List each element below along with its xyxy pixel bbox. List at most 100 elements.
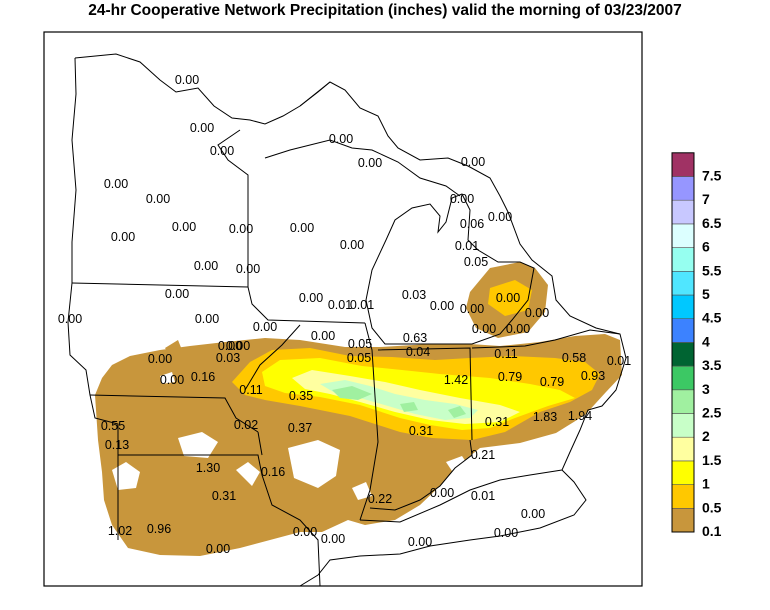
station-value: 0.00	[165, 287, 189, 301]
legend-label: 0.5	[702, 499, 722, 515]
station-value: 0.00	[195, 312, 219, 326]
legend-swatch	[671, 270, 695, 296]
michigan-outline	[365, 193, 535, 345]
station-value: 0.00	[146, 192, 170, 206]
station-value: 0.00	[521, 507, 545, 521]
station-value: 0.00	[299, 291, 323, 305]
legend-label: 3.5	[702, 357, 722, 373]
station-value: 0.21	[471, 448, 495, 462]
station-value: 0.00	[226, 339, 250, 353]
station-value: 0.79	[498, 370, 522, 384]
station-value: 0.31	[212, 489, 236, 503]
map-title: 24-hr Cooperative Network Precipitation …	[88, 2, 682, 19]
station-value: 0.00	[472, 322, 496, 336]
legend-label: 5	[702, 286, 710, 302]
station-value: 0.03	[402, 288, 426, 302]
legend-label: 6	[702, 239, 710, 255]
station-value: 0.00	[229, 222, 253, 236]
legend-label: 3	[702, 381, 710, 397]
station-value: 0.06	[460, 217, 484, 231]
station-value: 0.00	[430, 299, 454, 313]
station-value: 0.55	[101, 419, 125, 433]
station-value: 1.42	[444, 373, 468, 387]
precip-hole	[178, 432, 218, 458]
station-value: 0.00	[253, 320, 277, 334]
station-value: 0.00	[148, 352, 172, 366]
station-value: 0.00	[488, 210, 512, 224]
legend-label: 0.1	[702, 523, 722, 539]
station-value: 0.05	[464, 255, 488, 269]
legend-label: 1	[702, 476, 710, 492]
legend-label: 4	[702, 333, 710, 349]
station-value: 0.22	[368, 492, 392, 506]
station-value: 0.37	[288, 421, 312, 435]
station-value: 0.00	[311, 329, 335, 343]
legend-label: 4.5	[702, 310, 722, 326]
legend-label: 2.5	[702, 405, 722, 421]
legend-swatch	[671, 199, 695, 225]
legend-swatch	[671, 176, 695, 201]
station-value: 0.96	[147, 522, 171, 536]
legend-swatch	[671, 507, 695, 533]
legend-swatch	[671, 460, 695, 485]
station-value: 0.35	[289, 389, 313, 403]
station-value: 0.00	[506, 322, 530, 336]
station-value: 0.00	[58, 312, 82, 326]
legend-swatch	[671, 413, 695, 438]
legend-label: 2	[702, 428, 710, 444]
station-value: 0.00	[111, 230, 135, 244]
station-value: 0.11	[494, 347, 517, 361]
station-value: 0.00	[175, 73, 199, 87]
legend-swatch	[671, 389, 695, 414]
legend-swatch	[671, 436, 695, 462]
station-value: 0.00	[194, 259, 218, 273]
station-value: 0.16	[191, 370, 215, 384]
legend-swatch	[671, 365, 695, 391]
station-value: 0.05	[347, 351, 371, 365]
station-value: 0.00	[290, 221, 314, 235]
station-value: 0.00	[430, 486, 454, 500]
legend-frame	[671, 152, 695, 533]
station-value: 0.00	[525, 306, 549, 320]
station-value: 0.01	[328, 298, 352, 312]
station-value: 0.00	[460, 302, 484, 316]
station-value: 0.31	[409, 424, 433, 438]
station-value: 0.00	[160, 373, 184, 387]
station-value: 1.83	[533, 410, 557, 424]
station-value: 0.11	[239, 383, 262, 397]
station-value: 0.58	[562, 351, 586, 365]
station-value: 0.04	[406, 345, 430, 359]
station-value: 0.00	[358, 156, 382, 170]
station-value: 0.93	[581, 369, 605, 383]
legend-swatch	[671, 318, 695, 343]
station-value: 0.13	[105, 438, 129, 452]
station-value: 0.01	[350, 298, 374, 312]
station-value: 0.00	[494, 526, 518, 540]
station-value: 0.00	[329, 132, 353, 146]
region-outline	[74, 53, 627, 587]
boundaries	[67, 53, 627, 587]
precip-area-2.5	[332, 386, 372, 400]
station-value: 0.01	[607, 354, 631, 368]
station-value: 0.79	[540, 375, 564, 389]
station-value: 0.00	[321, 532, 345, 546]
legend-swatch	[671, 223, 695, 248]
station-value: 0.16	[261, 465, 285, 479]
station-value: 0.00	[190, 121, 214, 135]
legend-label: 6.5	[702, 215, 722, 231]
station-value: 0.00	[293, 525, 317, 539]
station-value: 0.00	[496, 291, 520, 305]
precip-fill-layer	[95, 262, 622, 556]
legend-label: 1.5	[702, 452, 722, 468]
station-value: 0.31	[485, 415, 509, 429]
legend-swatch	[671, 294, 695, 320]
station-value: 0.00	[206, 542, 230, 556]
station-value: 0.01	[455, 239, 479, 253]
station-value: 0.00	[104, 177, 128, 191]
legend-swatch	[671, 484, 695, 509]
station-value: 0.00	[408, 535, 432, 549]
legend: 0.1 0.5 1 1.5 2 2.5 3 3.5 4 4.5 5 5.5 6 6.5 7 7.5	[671, 152, 722, 539]
station-value: 0.00	[450, 192, 474, 206]
station-value: 0.63	[403, 331, 427, 345]
